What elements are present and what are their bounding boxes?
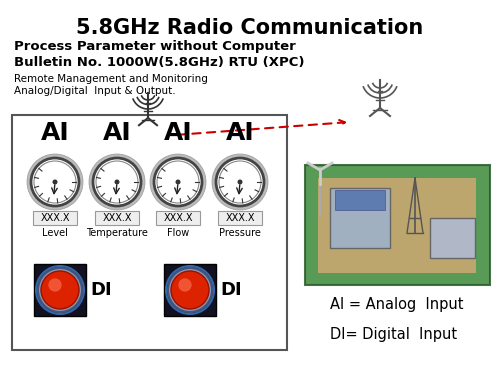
Text: 5.8GHz Radio Communication: 5.8GHz Radio Communication (76, 18, 424, 38)
Bar (95, 211, 139, 225)
Bar (430, 218, 475, 258)
Bar (12, 115, 287, 350)
Circle shape (36, 266, 84, 314)
Circle shape (166, 266, 214, 314)
Text: AI: AI (102, 121, 132, 145)
Circle shape (150, 154, 206, 210)
Circle shape (93, 158, 141, 206)
Bar (335, 190, 385, 210)
Text: Remote Management and Monitoring: Remote Management and Monitoring (14, 74, 208, 84)
Text: DI: DI (90, 281, 112, 299)
Circle shape (48, 278, 62, 292)
Text: XXX.X: XXX.X (102, 213, 132, 223)
Circle shape (157, 161, 199, 203)
Text: AI: AI (164, 121, 192, 145)
Circle shape (114, 179, 119, 185)
Text: Level: Level (42, 228, 68, 238)
Text: Bulletin No. 1000W(5.8GHz) RTU (XPC): Bulletin No. 1000W(5.8GHz) RTU (XPC) (14, 56, 304, 69)
Circle shape (176, 179, 180, 185)
Text: XXX.X: XXX.X (163, 213, 193, 223)
Circle shape (34, 161, 76, 203)
Circle shape (89, 154, 145, 210)
Text: AI: AI (226, 121, 254, 145)
Text: Pressure: Pressure (219, 228, 261, 238)
Circle shape (31, 158, 79, 206)
Bar (218, 211, 262, 225)
Circle shape (212, 154, 268, 210)
Text: Temperature: Temperature (86, 228, 148, 238)
Bar (33, 211, 77, 225)
Circle shape (171, 271, 209, 309)
Text: AI: AI (40, 121, 70, 145)
Text: DI= Digital  Input: DI= Digital Input (330, 327, 457, 342)
Text: AI = Analog  Input: AI = Analog Input (330, 298, 464, 313)
Bar (34, 264, 86, 316)
Text: DI: DI (220, 281, 242, 299)
Circle shape (219, 161, 261, 203)
Circle shape (168, 268, 212, 312)
Circle shape (178, 278, 192, 292)
Text: Analog/Digital  Input & Output.: Analog/Digital Input & Output. (14, 86, 175, 96)
Circle shape (154, 158, 202, 206)
Bar (156, 211, 200, 225)
Text: XXX.X: XXX.X (40, 213, 70, 223)
Text: Process Parameter without Computer: Process Parameter without Computer (14, 40, 296, 53)
Circle shape (41, 271, 79, 309)
Circle shape (27, 154, 83, 210)
Circle shape (52, 179, 58, 185)
Circle shape (216, 158, 264, 206)
Bar (305, 165, 490, 285)
Circle shape (38, 268, 82, 312)
Bar (330, 188, 390, 248)
Text: XXX.X: XXX.X (225, 213, 255, 223)
Bar (318, 178, 476, 273)
Text: Flow: Flow (167, 228, 189, 238)
Bar (164, 264, 216, 316)
Circle shape (96, 161, 138, 203)
Circle shape (238, 179, 242, 185)
